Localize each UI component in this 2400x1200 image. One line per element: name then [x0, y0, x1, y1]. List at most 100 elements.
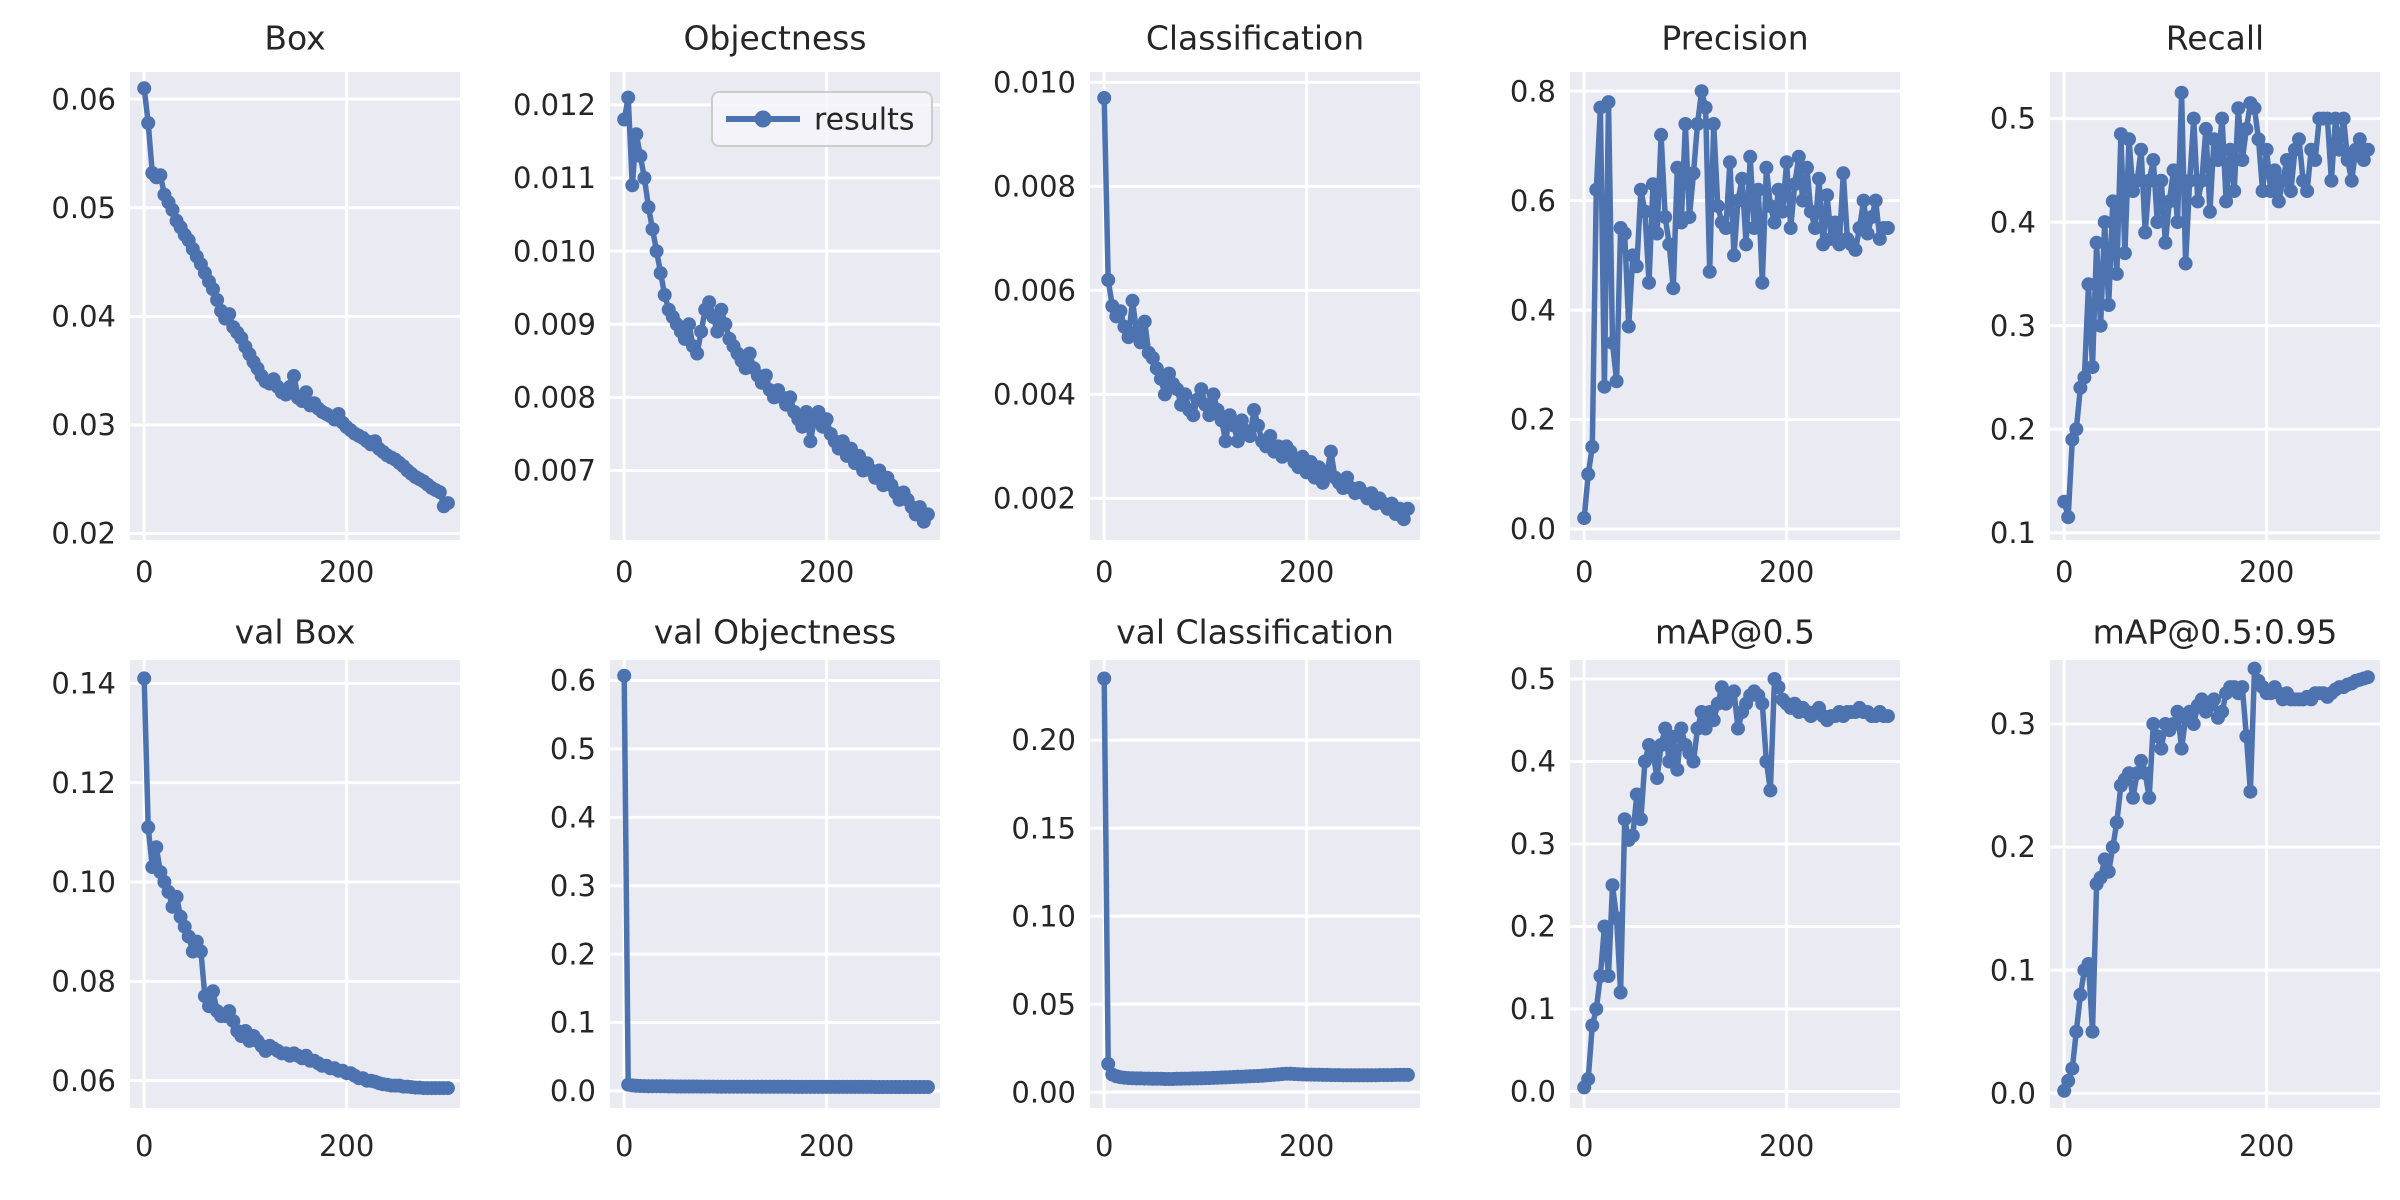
- data-point-marker: [2150, 729, 2165, 744]
- subplot-map-0-5: 0.0 0.1 0.2 0.3 0.4 0.5 0 200 mAP@0.5: [1510, 613, 1900, 1163]
- y-tick-label: 0.4: [550, 800, 596, 834]
- subplot-map-0-5-0-95: 0.0 0.1 0.2 0.3 0 200 mAP@0.5:0.95: [1990, 613, 2380, 1163]
- data-point-marker: [2308, 153, 2323, 167]
- data-point-marker: [1666, 281, 1681, 296]
- data-point-marker: [2097, 215, 2112, 230]
- y-tick-label: 0.6: [1510, 184, 1556, 218]
- data-point-marker: [2150, 215, 2165, 230]
- data-point-marker: [2085, 360, 2100, 375]
- data-point-marker: [1694, 84, 1709, 99]
- data-point-marker: [440, 496, 455, 511]
- data-point-marker: [206, 282, 220, 297]
- data-point-marker: [210, 293, 225, 307]
- data-point-marker: [1609, 911, 1624, 926]
- data-point-marker: [2105, 194, 2120, 209]
- data-point-marker: [2283, 184, 2298, 199]
- y-tick-label: 0.009: [513, 307, 596, 341]
- data-point-marker: [2360, 670, 2375, 685]
- subplot-title: mAP@0.5:0.95: [2093, 613, 2338, 652]
- data-point-marker: [1601, 969, 1616, 983]
- data-point-marker: [1577, 511, 1592, 526]
- legend-box: [711, 91, 933, 147]
- data-point-marker: [1263, 429, 1278, 443]
- data-point-marker: [2061, 1073, 2076, 1088]
- subplot-val-objectness: 0.0 0.1 0.2 0.3 0.4 0.5 0.6 0 200 val Objectness: [550, 613, 940, 1163]
- data-point-marker: [1157, 387, 1172, 402]
- y-tick-label: 0.0: [1990, 1076, 2036, 1110]
- data-point-marker: [1670, 160, 1685, 175]
- data-point-marker: [432, 485, 447, 500]
- data-point-marker: [2235, 680, 2250, 695]
- data-point-marker: [2085, 1024, 2100, 1039]
- data-point-marker: [1678, 117, 1693, 131]
- data-point-marker: [649, 244, 664, 259]
- subplot-classification: 0.002 0.004 0.006 0.008 0.010 0 200 Classificat…: [993, 19, 1420, 589]
- y-tick-label: 0.5: [550, 732, 596, 766]
- y-tick-label: 0.6: [550, 664, 596, 698]
- results-markers: [2057, 661, 2375, 1098]
- y-tick-label: 0.004: [993, 378, 1076, 412]
- data-point-marker: [2215, 704, 2230, 719]
- y-tick-label: 0.8: [1510, 74, 1556, 108]
- data-point-marker: [1597, 379, 1612, 394]
- data-point-marker: [1247, 403, 1261, 417]
- x-tick-label: 0: [1575, 555, 1593, 589]
- data-point-marker: [653, 266, 668, 281]
- data-point-marker: [1727, 248, 1741, 263]
- data-point-marker: [2186, 717, 2201, 731]
- x-tick-label: 0: [1095, 1129, 1113, 1163]
- y-tick-label: 0.4: [1510, 293, 1556, 327]
- data-point-marker: [2178, 256, 2193, 271]
- results-markers: [617, 668, 935, 1094]
- data-point-marker: [2211, 153, 2225, 167]
- data-point-marker: [193, 944, 208, 959]
- data-point-marker: [1125, 293, 1140, 308]
- data-point-marker: [1718, 221, 1733, 235]
- data-point-marker: [1230, 434, 1245, 449]
- plot-area: [1570, 72, 1900, 540]
- data-point-marker: [1242, 429, 1257, 443]
- data-point-marker: [1799, 160, 1814, 175]
- x-tick-label: 200: [2239, 1129, 2294, 1163]
- y-tick-label: 0.012: [513, 88, 596, 122]
- data-point-marker: [206, 984, 220, 999]
- data-point-marker: [2259, 142, 2274, 157]
- data-point-marker: [2340, 153, 2355, 167]
- data-point-marker: [2166, 717, 2181, 731]
- data-point-marker: [1808, 221, 1822, 235]
- data-point-marker: [1820, 188, 1835, 203]
- data-point-marker: [149, 840, 164, 855]
- x-tick-label: 0: [615, 555, 633, 589]
- plot-area: [610, 660, 940, 1108]
- x-tick-label: 200: [1759, 1129, 1814, 1163]
- data-point-marker: [1872, 231, 1887, 246]
- data-point-marker: [742, 346, 757, 361]
- data-point-marker: [2186, 111, 2201, 126]
- data-point-marker: [2117, 246, 2132, 261]
- y-tick-label: 0.02: [51, 517, 116, 551]
- y-tick-label: 0.006: [993, 274, 1076, 308]
- subplot-box: 0.02 0.03 0.04 0.05 0.06 0 200 Box: [51, 19, 460, 589]
- data-point-marker: [1731, 721, 1745, 736]
- subplot-val-box: 0.06 0.08 0.10 0.12 0.14 0 200 val Box: [51, 613, 460, 1163]
- data-point-marker: [165, 202, 180, 217]
- data-point-marker: [2239, 121, 2254, 136]
- data-point-marker: [287, 369, 301, 383]
- x-tick-label: 0: [615, 1129, 633, 1163]
- data-point-marker: [2154, 173, 2169, 188]
- data-point-marker: [1759, 160, 1774, 175]
- data-point-marker: [222, 307, 237, 322]
- subplot-title: mAP@0.5: [1655, 613, 1815, 652]
- y-tick-label: 0.3: [1510, 827, 1556, 861]
- data-point-marker: [2142, 173, 2157, 188]
- data-point-marker: [629, 127, 644, 142]
- data-point-marker: [1787, 177, 1802, 192]
- data-point-marker: [2065, 1061, 2080, 1076]
- subplot-title: val Classification: [1116, 613, 1394, 652]
- data-point-marker: [2101, 864, 2116, 879]
- data-point-marker: [2077, 370, 2092, 385]
- y-tick-label: 0.5: [1990, 102, 2036, 136]
- data-point-marker: [1186, 408, 1201, 423]
- data-point-marker: [2202, 204, 2217, 219]
- data-point-marker: [169, 889, 184, 904]
